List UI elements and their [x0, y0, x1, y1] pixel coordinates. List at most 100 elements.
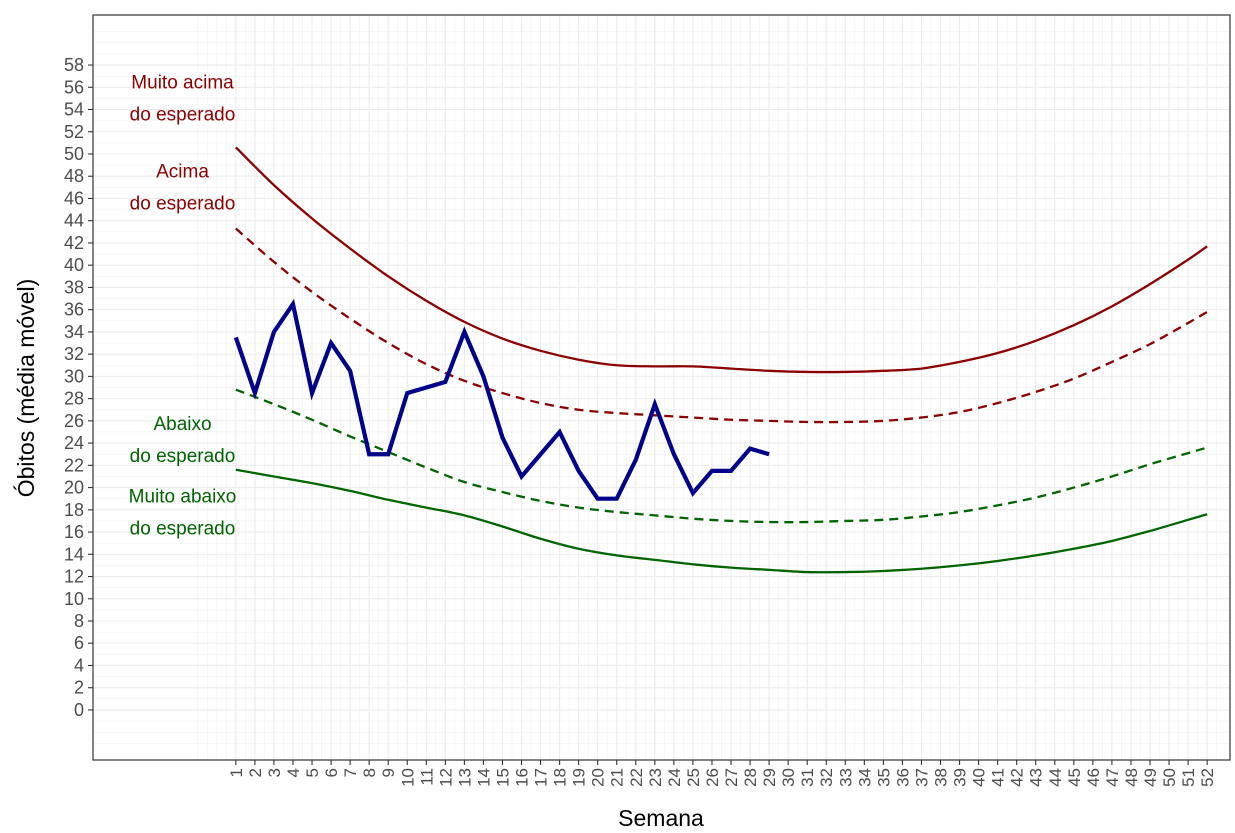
x-tick-label: 12 — [436, 768, 455, 787]
y-tick-label: 18 — [64, 500, 84, 520]
x-tick-label: 17 — [532, 768, 551, 787]
x-tick-label: 45 — [1065, 768, 1084, 787]
x-tick-label: 16 — [513, 768, 532, 787]
annotation-label: do esperado — [130, 194, 236, 215]
y-tick-label: 20 — [64, 478, 84, 498]
y-tick-label: 34 — [64, 322, 84, 342]
y-tick-label: 22 — [64, 455, 84, 475]
x-tick-label: 29 — [760, 768, 779, 787]
x-tick-label: 18 — [551, 768, 570, 787]
x-tick-label: 34 — [855, 768, 874, 787]
x-tick-label: 20 — [589, 768, 608, 787]
x-tick-label: 15 — [493, 768, 512, 787]
x-tick-label: 39 — [951, 768, 970, 787]
y-tick-label: 16 — [64, 522, 84, 542]
x-tick-label: 11 — [417, 768, 436, 786]
y-tick-label: 44 — [64, 211, 84, 231]
y-tick-label: 4 — [74, 655, 84, 675]
y-tick-label: 38 — [64, 277, 84, 297]
y-tick-label: 14 — [64, 544, 84, 564]
y-tick-label: 48 — [64, 166, 84, 186]
y-tick-label: 2 — [74, 678, 84, 698]
x-tick-label: 50 — [1160, 768, 1179, 787]
x-tick-label: 27 — [722, 768, 741, 787]
series-line-upper-limit-solid — [235, 146, 1208, 374]
annotation-label: do esperado — [130, 518, 236, 539]
y-tick-label: 6 — [74, 633, 84, 653]
x-tick-label: 47 — [1103, 768, 1122, 787]
y-tick-label: 50 — [64, 144, 84, 164]
x-tick-label: 31 — [798, 768, 817, 787]
x-tick-label: 19 — [570, 768, 589, 787]
annotation-label: do esperado — [130, 446, 236, 467]
series-line-upper-limit-dashed — [235, 227, 1208, 424]
y-tick-label: 36 — [64, 300, 84, 320]
grid-minor — [93, 15, 1230, 760]
y-tick-label: 46 — [64, 188, 84, 208]
x-tick-label: 32 — [817, 768, 836, 787]
y-tick-label: 26 — [64, 411, 84, 431]
x-tick-label: 35 — [874, 768, 893, 787]
x-tick-label: 40 — [970, 768, 989, 787]
annotation-label: Acima — [156, 162, 209, 183]
x-tick-label: 2 — [246, 768, 265, 777]
y-tick-label: 30 — [64, 366, 84, 386]
x-tick-label: 48 — [1122, 768, 1141, 787]
annotation-label: do esperado — [130, 105, 236, 126]
y-tick-label: 10 — [64, 589, 84, 609]
y-tick-label: 52 — [64, 122, 84, 142]
x-tick-label: 4 — [284, 768, 303, 777]
y-tick-label: 40 — [64, 255, 84, 275]
x-tick-label: 5 — [303, 768, 322, 777]
x-axis-ticks: 1 2 3 4 5 6 7 8 9 10 11 12 13 14 15 16 17 18 19 20 21 22 23 24 2… — [227, 760, 1217, 787]
y-tick-label: 8 — [74, 611, 84, 631]
x-tick-label: 6 — [322, 768, 341, 777]
x-tick-label: 14 — [474, 768, 493, 787]
annotation-label: Muito acima — [131, 73, 234, 94]
x-tick-label: 38 — [932, 768, 951, 787]
x-tick-label: 52 — [1198, 768, 1217, 787]
x-axis-title: Semana — [618, 805, 704, 831]
y-tick-label: 24 — [64, 433, 84, 453]
annotation-layer: Muito acima do esperado Acima do esperado Ab… — [129, 73, 237, 540]
x-tick-label: 7 — [341, 768, 360, 777]
x-tick-label: 33 — [836, 768, 855, 787]
series-line-lower-limit-dashed — [235, 388, 1208, 524]
x-tick-label: 25 — [684, 768, 703, 787]
observed-layer — [233, 298, 770, 501]
x-tick-label: 30 — [779, 768, 798, 787]
x-tick-label: 24 — [665, 768, 684, 787]
x-tick-label: 13 — [455, 768, 474, 787]
annotation-label: Muito abaixo — [129, 486, 237, 507]
x-tick-label: 23 — [646, 768, 665, 787]
y-tick-label: 42 — [64, 233, 84, 253]
x-tick-label: 44 — [1046, 768, 1065, 787]
grid-major — [93, 15, 1230, 760]
y-tick-label: 28 — [64, 389, 84, 409]
series-line-lower-limit-solid — [235, 468, 1208, 574]
plot-border — [92, 14, 1231, 761]
x-tick-label: 49 — [1141, 768, 1160, 787]
x-tick-label: 9 — [379, 768, 398, 777]
annotation-label: Abaixo — [153, 414, 211, 435]
y-tick-label: 0 — [74, 700, 84, 720]
x-tick-label: 3 — [265, 768, 284, 777]
y-tick-label: 54 — [64, 100, 84, 120]
x-tick-label: 36 — [893, 768, 912, 787]
x-tick-label: 43 — [1027, 768, 1046, 787]
y-tick-label: 58 — [64, 55, 84, 75]
x-tick-label: 41 — [989, 768, 1008, 787]
x-tick-label: 10 — [398, 768, 417, 787]
x-tick-label: 46 — [1084, 768, 1103, 787]
y-tick-label: 56 — [64, 77, 84, 97]
y-axis-ticks: 0246810121416182022242628303234363840424… — [64, 55, 93, 720]
series-line-observed — [233, 298, 770, 501]
y-tick-label: 32 — [64, 344, 84, 364]
series-layer — [235, 146, 1208, 574]
x-tick-label: 37 — [912, 768, 931, 787]
x-tick-label: 8 — [360, 768, 379, 777]
x-tick-label: 42 — [1008, 768, 1027, 787]
y-tick-label: 12 — [64, 567, 84, 587]
x-tick-label: 51 — [1179, 768, 1198, 787]
